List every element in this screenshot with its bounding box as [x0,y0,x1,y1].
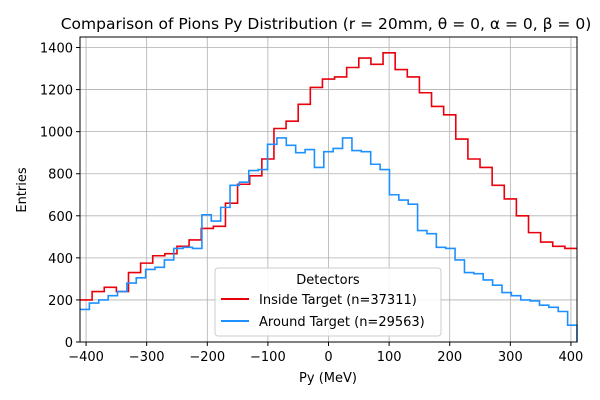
x-ticks: −400 −300 −200 −100 0 100 200 300 400 [68,342,583,365]
x-axis-label: Py (MeV) [299,371,357,386]
chart-title: Comparison of Pions Py Distribution (r =… [61,15,592,33]
legend-box [214,267,442,337]
x-tick-label: 300 [498,350,523,365]
y-tick-label: 600 [48,210,73,225]
y-tick-label: 0 [65,336,73,351]
legend: Detectors Inside Target (n=37311) Around… [214,267,442,337]
x-tick-label: −200 [189,350,225,365]
x-tick-label: 0 [324,350,332,365]
legend-label-inside: Inside Target (n=37311) [259,293,417,308]
series-group [80,51,578,342]
y-axis-label: Entries [15,167,30,213]
x-tick-label: −300 [129,350,165,365]
y-tick-label: 1400 [40,42,73,57]
y-tick-label: 1200 [40,84,73,99]
x-tick-label: 200 [437,350,462,365]
y-tick-label: 200 [48,294,73,309]
y-tick-label: 400 [48,252,73,267]
series-line-0 [80,51,577,301]
legend-title: Detectors [296,273,360,288]
x-tick-label: 100 [377,350,402,365]
y-ticks: 0 200 400 600 800 1000 1200 1400 [40,42,80,351]
y-tick-label: 1000 [40,126,73,141]
y-tick-label: 800 [48,168,73,183]
x-tick-label: −400 [68,350,104,365]
series-line-1 [80,137,578,342]
x-tick-label: −100 [250,350,286,365]
x-tick-label: 400 [559,350,584,365]
legend-label-around: Around Target (n=29563) [259,315,425,330]
